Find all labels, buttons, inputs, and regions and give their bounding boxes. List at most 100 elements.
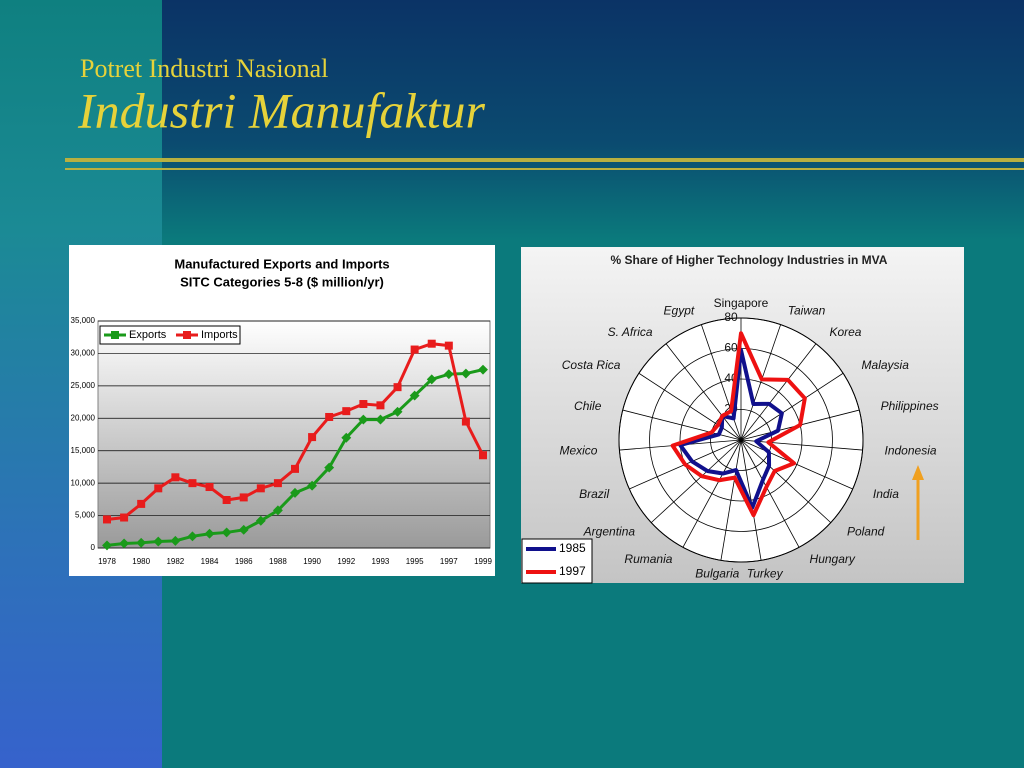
x-tick-label: 1984 [201, 557, 219, 566]
spoke [638, 372, 742, 441]
legend-label: Exports [129, 329, 167, 341]
y-tick-label: 30,000 [71, 349, 96, 358]
y-tick-label: 15,000 [71, 446, 96, 455]
marker [308, 433, 317, 442]
marker [410, 345, 419, 354]
axis-label: Singapore [714, 296, 769, 310]
y-tick-label: 25,000 [71, 381, 96, 390]
axis-label: Malaysia [862, 358, 910, 372]
spoke [650, 439, 742, 523]
axis-label: Argentina [583, 524, 636, 538]
marker [171, 473, 180, 482]
y-tick-label: 0 [91, 543, 96, 552]
marker [409, 390, 420, 401]
spoke [740, 372, 844, 441]
marker [137, 499, 146, 508]
spoke [740, 439, 800, 548]
slide-title: Industri Manufaktur [77, 82, 485, 138]
axis-label: India [873, 487, 899, 501]
legend-box [99, 325, 241, 345]
marker [325, 412, 334, 421]
x-tick-label: 1978 [98, 557, 116, 566]
spoke [665, 343, 742, 441]
marker [443, 369, 454, 380]
spoke [740, 324, 781, 441]
marker [341, 432, 352, 443]
axis-label: Mexico [559, 443, 597, 457]
y-tick-label: 35,000 [71, 316, 96, 325]
legend-marker [183, 331, 191, 339]
spoke [622, 409, 742, 441]
marker [426, 374, 437, 385]
legend-label: Imports [201, 329, 238, 341]
marker [392, 406, 403, 417]
axis-label: Taiwan [788, 304, 826, 318]
marker [239, 493, 248, 502]
x-tick-label: 1988 [269, 557, 287, 566]
marker [170, 535, 181, 546]
chart-title: % Share of Higher Technology Industries … [611, 253, 888, 267]
marker [359, 400, 368, 409]
marker [479, 451, 487, 460]
marker [205, 483, 214, 492]
marker [102, 540, 112, 551]
spoke [740, 343, 817, 441]
axis-label: Korea [829, 325, 861, 339]
axis-label: Bulgaria [695, 566, 739, 580]
marker [221, 527, 232, 538]
y-tick-label: 20,000 [71, 413, 96, 422]
r-tick-label: 60 [724, 341, 738, 355]
axis-label: S. Africa [608, 325, 653, 339]
spoke [682, 439, 742, 548]
marker [324, 462, 335, 473]
radar-series [670, 331, 807, 518]
marker [204, 528, 215, 539]
chart-subtitle: SITC Categories 5-8 ($ million/yr) [180, 274, 384, 289]
axis-label: Philippines [881, 399, 939, 413]
x-tick-label: 1993 [372, 557, 390, 566]
spoke [740, 439, 863, 451]
marker [188, 479, 197, 488]
marker [119, 538, 130, 549]
marker [187, 531, 198, 542]
marker [103, 515, 111, 524]
marker [444, 341, 453, 350]
marker [255, 515, 266, 526]
legend-box [521, 538, 593, 584]
arrow-head [912, 465, 924, 480]
y-tick-label: 5,000 [75, 511, 96, 520]
slide-subtitle: Potret Industri Nasional [80, 54, 328, 83]
rule [65, 168, 1024, 170]
marker [478, 364, 488, 375]
axis-label: Poland [847, 524, 885, 538]
r-tick-label: 80 [724, 310, 738, 324]
marker [307, 480, 318, 491]
marker [273, 479, 282, 488]
plot-area [97, 320, 491, 549]
axis-label: Costa Rica [562, 358, 621, 372]
marker [342, 407, 351, 416]
marker [256, 484, 265, 493]
marker [375, 414, 386, 425]
x-tick-label: 1997 [440, 557, 458, 566]
marker [427, 339, 436, 348]
marker [376, 401, 385, 410]
marker [238, 524, 249, 535]
axis-label: Rumania [624, 552, 672, 566]
axis-label: Indonesia [885, 443, 937, 457]
marker [393, 383, 402, 392]
axis-label: Chile [574, 399, 602, 413]
chart-title: Manufactured Exports and Imports [174, 256, 389, 271]
x-tick-label: 1982 [166, 557, 184, 566]
background-top [162, 0, 1024, 240]
x-tick-label: 1992 [337, 557, 355, 566]
x-tick-label: 1990 [303, 557, 321, 566]
spoke [720, 439, 742, 561]
x-tick-label: 1986 [235, 557, 253, 566]
x-tick-label: 1995 [406, 557, 424, 566]
marker [290, 487, 300, 498]
axis-label: Turkey [747, 566, 784, 580]
rule [65, 158, 1024, 162]
